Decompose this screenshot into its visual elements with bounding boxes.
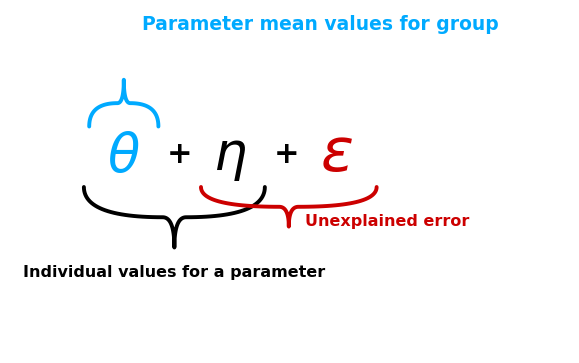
Text: $\eta$: $\eta$	[214, 131, 247, 183]
Text: Unexplained error: Unexplained error	[305, 213, 470, 229]
Text: Individual values for a parameter: Individual values for a parameter	[23, 265, 325, 280]
Text: +: +	[167, 139, 192, 168]
Text: $\epsilon$: $\epsilon$	[320, 125, 353, 184]
Text: +: +	[273, 139, 299, 168]
Text: Parameter mean values for group: Parameter mean values for group	[142, 15, 499, 34]
Text: $\theta$: $\theta$	[107, 131, 141, 183]
